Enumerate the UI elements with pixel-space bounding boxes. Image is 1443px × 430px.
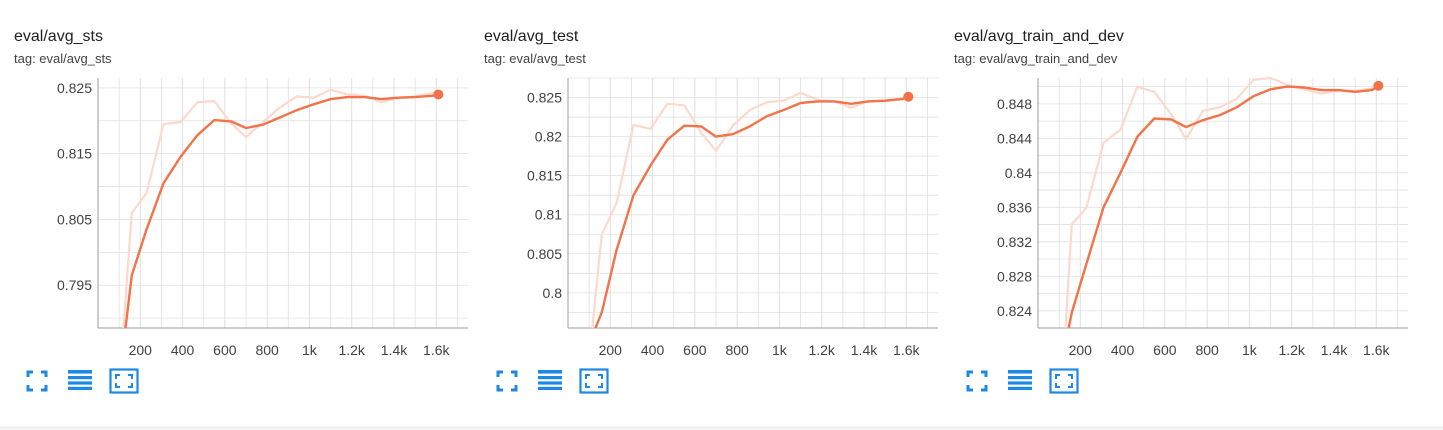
x-tick-label: 1.6k xyxy=(1363,342,1390,358)
x-tick-label: 1k xyxy=(772,342,788,358)
fullscreen-icon xyxy=(24,370,50,398)
fit-domain-button[interactable] xyxy=(109,368,139,394)
fit-domain-icon xyxy=(109,368,139,398)
fit-domain-button[interactable] xyxy=(579,368,609,394)
y-tick-label: 0.824 xyxy=(997,303,1032,319)
fullscreen-icon xyxy=(964,370,990,398)
data-table-icon xyxy=(537,370,563,398)
x-tick-label: 800 xyxy=(1195,342,1219,358)
y-tick-label: 0.815 xyxy=(527,168,562,184)
y-tick-label: 0.836 xyxy=(997,199,1032,215)
chart-tag: tag: eval/avg_train_and_dev xyxy=(954,51,1118,66)
x-tick-label: 600 xyxy=(213,342,237,358)
data-table-icon xyxy=(1007,370,1033,398)
chart-tag: tag: eval/avg_test xyxy=(484,51,586,66)
x-tick-label: 400 xyxy=(641,342,665,358)
fit-domain-button[interactable] xyxy=(1049,368,1079,394)
x-tick-label: 800 xyxy=(255,342,279,358)
grid xyxy=(568,77,938,328)
y-tick-label: 0.828 xyxy=(997,268,1032,284)
fullscreen-icon xyxy=(494,370,520,398)
x-tick-label: 400 xyxy=(171,342,195,358)
y-tick-label: 0.81 xyxy=(535,207,562,223)
y-tick-label: 0.825 xyxy=(527,90,562,106)
x-tick-label: 1.4k xyxy=(851,342,878,358)
data-table-icon xyxy=(67,370,93,398)
y-tick-label: 0.795 xyxy=(57,277,92,293)
x-tick-label: 800 xyxy=(725,342,749,358)
y-tick-label: 0.805 xyxy=(57,211,92,227)
chart-title: eval/avg_test xyxy=(484,28,579,45)
chart-title: eval/avg_train_and_dev xyxy=(954,28,1124,45)
x-tick-label: 1.6k xyxy=(423,342,450,358)
chart-card-avg-sts: eval/avg_sts tag: eval/avg_sts 0.795 0.80… xyxy=(0,0,470,430)
x-tick-label: 600 xyxy=(1153,342,1177,358)
toggle-y-log-button[interactable] xyxy=(537,368,563,394)
y-tick-label: 0.832 xyxy=(997,234,1032,250)
fullscreen-button[interactable] xyxy=(964,368,990,394)
chart-card-avg-train-and-dev: eval/avg_train_and_dev tag: eval/avg_tra… xyxy=(940,0,1410,430)
line-chart[interactable]: 0.795 0.805 0.815 0.825 200 400 600 800 1k 1.2k 1.… xyxy=(0,0,470,364)
x-tick-label: 1.2k xyxy=(808,342,835,358)
toggle-y-log-button[interactable] xyxy=(67,368,93,394)
last-point-marker[interactable] xyxy=(903,91,914,102)
page-footer-divider xyxy=(0,426,1443,430)
y-tick-label: 0.8 xyxy=(543,285,563,301)
x-tick-label: 200 xyxy=(129,342,153,358)
y-tick-label: 0.84 xyxy=(1005,165,1032,181)
y-tick-label: 0.825 xyxy=(57,80,92,96)
x-tick-label: 1.6k xyxy=(893,342,920,358)
series-line-smoothed xyxy=(124,93,439,328)
y-tick-label: 0.82 xyxy=(535,129,562,145)
series-line-raw xyxy=(122,88,439,328)
fullscreen-button[interactable] xyxy=(24,368,50,394)
toggle-y-log-button[interactable] xyxy=(1007,368,1033,394)
line-chart[interactable]: 0.8 0.805 0.81 0.815 0.82 0.825 200 400 600 800 1k… xyxy=(470,0,940,364)
x-tick-label: 1.4k xyxy=(381,342,408,358)
last-point-marker[interactable] xyxy=(433,89,444,100)
series-line-raw xyxy=(1064,76,1379,328)
grid xyxy=(1038,78,1408,329)
x-tick-label: 1k xyxy=(1242,342,1258,358)
series-line-raw xyxy=(591,91,909,328)
y-tick-label: 0.844 xyxy=(997,130,1032,146)
fullscreen-button[interactable] xyxy=(494,368,520,394)
y-tick-label: 0.815 xyxy=(57,146,92,162)
y-tick-label: 0.805 xyxy=(527,246,562,262)
x-tick-label: 1k xyxy=(302,342,318,358)
series-line-smoothed xyxy=(594,95,909,328)
last-point-marker[interactable] xyxy=(1373,80,1384,91)
x-tick-label: 600 xyxy=(683,342,707,358)
grid xyxy=(98,78,468,328)
fit-domain-icon xyxy=(579,368,609,398)
chart-tag: tag: eval/avg_sts xyxy=(14,51,112,66)
x-tick-label: 1.2k xyxy=(1278,342,1305,358)
x-tick-label: 400 xyxy=(1111,342,1135,358)
series-line-smoothed xyxy=(1067,84,1380,328)
x-tick-label: 1.4k xyxy=(1321,342,1348,358)
x-tick-label: 1.2k xyxy=(338,342,365,358)
y-tick-label: 0.848 xyxy=(997,96,1032,112)
chart-card-avg-test: eval/avg_test tag: eval/avg_test 0.8 0.80… xyxy=(470,0,940,430)
x-tick-label: 200 xyxy=(1069,342,1093,358)
x-tick-label: 200 xyxy=(599,342,623,358)
chart-title: eval/avg_sts xyxy=(14,28,103,45)
fit-domain-icon xyxy=(1049,368,1079,398)
line-chart[interactable]: 0.824 0.828 0.832 0.836 0.84 0.844 0.848 200 400… xyxy=(940,0,1410,364)
